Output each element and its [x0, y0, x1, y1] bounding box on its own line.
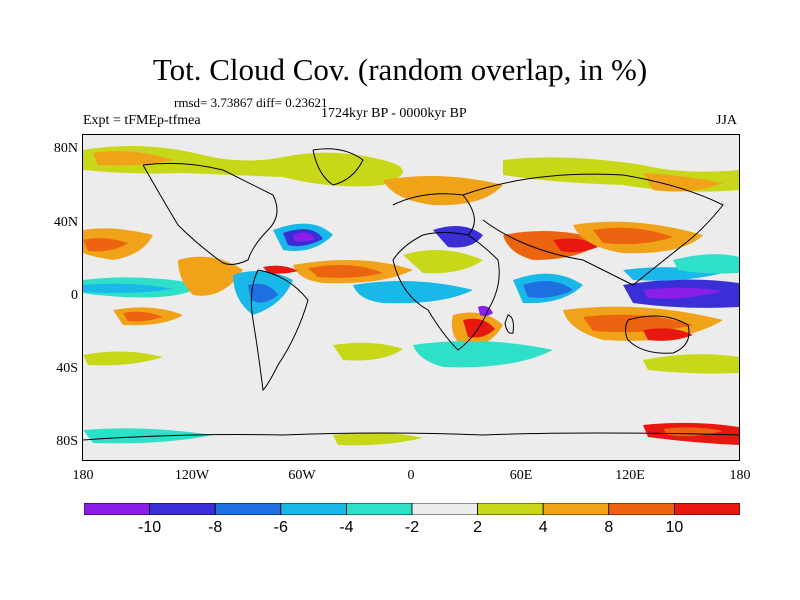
colorbar-swatch: [477, 503, 544, 515]
lon-label-60e: 60E: [509, 468, 533, 483]
rmsd-diff-stats: rmsd= 3.73867 diff= 0.23621: [174, 95, 328, 110]
colorbar-swatch: [542, 503, 610, 515]
lat-label-40n: 40N: [53, 215, 78, 230]
colorbar-swatch: [149, 503, 216, 515]
colorbar-level-label: 4: [538, 519, 548, 536]
colorbar-level-label: -4: [339, 519, 354, 536]
lon-label-0: 0: [407, 468, 415, 483]
colorbar-swatch: [280, 503, 347, 515]
cloud-cover-map: [82, 134, 740, 461]
colorbar-level-label: -2: [404, 519, 420, 536]
coastlines: [83, 148, 739, 441]
colorbar-level-label: 2: [473, 519, 483, 536]
colorbar-level-label: 8: [604, 519, 614, 536]
colorbar: [84, 503, 740, 515]
lon-label-120e: 120E: [615, 468, 645, 483]
colorbar-swatch: [345, 503, 413, 515]
colorbar-swatch: [608, 503, 675, 515]
colorbar-level-label: 10: [665, 519, 684, 536]
lon-label-120w: 120W: [174, 468, 210, 483]
colorbar-swatch: [84, 503, 150, 515]
lat-label-0: 0: [71, 288, 78, 303]
lon-label-60w: 60W: [288, 468, 316, 483]
season-label: JJA: [716, 113, 738, 128]
colorbar-level-label: -6: [273, 519, 288, 536]
colorbar-swatch: [214, 503, 282, 515]
time-period-label: 1724kyr BP - 0000kyr BP: [321, 106, 467, 121]
lat-label-80s: 80S: [56, 434, 78, 449]
lon-label-180w: 180: [72, 468, 94, 483]
plot-title: Tot. Cloud Cov. (random overlap, in %): [152, 52, 648, 87]
lat-label-80n: 80N: [53, 141, 78, 156]
colorbar-level-label: -10: [138, 519, 162, 536]
colorbar-swatch: [674, 503, 740, 515]
colorbar-level-label: -8: [208, 519, 223, 536]
colorbar-swatch: [411, 503, 478, 515]
lon-label-180e: 180: [729, 468, 751, 483]
lat-label-40s: 40S: [56, 361, 78, 376]
experiment-label: Expt = tFMEp-tfmea: [83, 113, 201, 128]
